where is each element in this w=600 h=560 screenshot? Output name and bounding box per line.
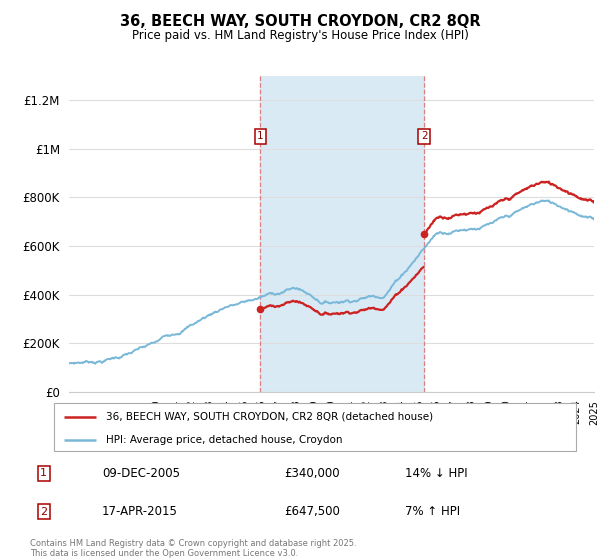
Text: Contains HM Land Registry data © Crown copyright and database right 2025.
This d: Contains HM Land Registry data © Crown c… bbox=[30, 539, 356, 558]
Text: Price paid vs. HM Land Registry's House Price Index (HPI): Price paid vs. HM Land Registry's House … bbox=[131, 29, 469, 42]
Text: 2: 2 bbox=[421, 132, 427, 142]
FancyBboxPatch shape bbox=[54, 403, 576, 451]
Text: 2: 2 bbox=[40, 507, 47, 517]
Text: 36, BEECH WAY, SOUTH CROYDON, CR2 8QR: 36, BEECH WAY, SOUTH CROYDON, CR2 8QR bbox=[119, 14, 481, 29]
Text: 14% ↓ HPI: 14% ↓ HPI bbox=[406, 466, 468, 480]
Text: 1: 1 bbox=[40, 468, 47, 478]
Bar bbox=[260, 76, 424, 392]
Text: £340,000: £340,000 bbox=[284, 466, 340, 480]
Text: 36, BEECH WAY, SOUTH CROYDON, CR2 8QR (detached house): 36, BEECH WAY, SOUTH CROYDON, CR2 8QR (d… bbox=[106, 412, 433, 422]
Text: 09-DEC-2005: 09-DEC-2005 bbox=[102, 466, 180, 480]
Text: 17-APR-2015: 17-APR-2015 bbox=[102, 505, 178, 518]
Text: HPI: Average price, detached house, Croydon: HPI: Average price, detached house, Croy… bbox=[106, 435, 343, 445]
Text: 1: 1 bbox=[257, 132, 264, 142]
Text: 7% ↑ HPI: 7% ↑ HPI bbox=[406, 505, 460, 518]
Text: £647,500: £647,500 bbox=[284, 505, 340, 518]
